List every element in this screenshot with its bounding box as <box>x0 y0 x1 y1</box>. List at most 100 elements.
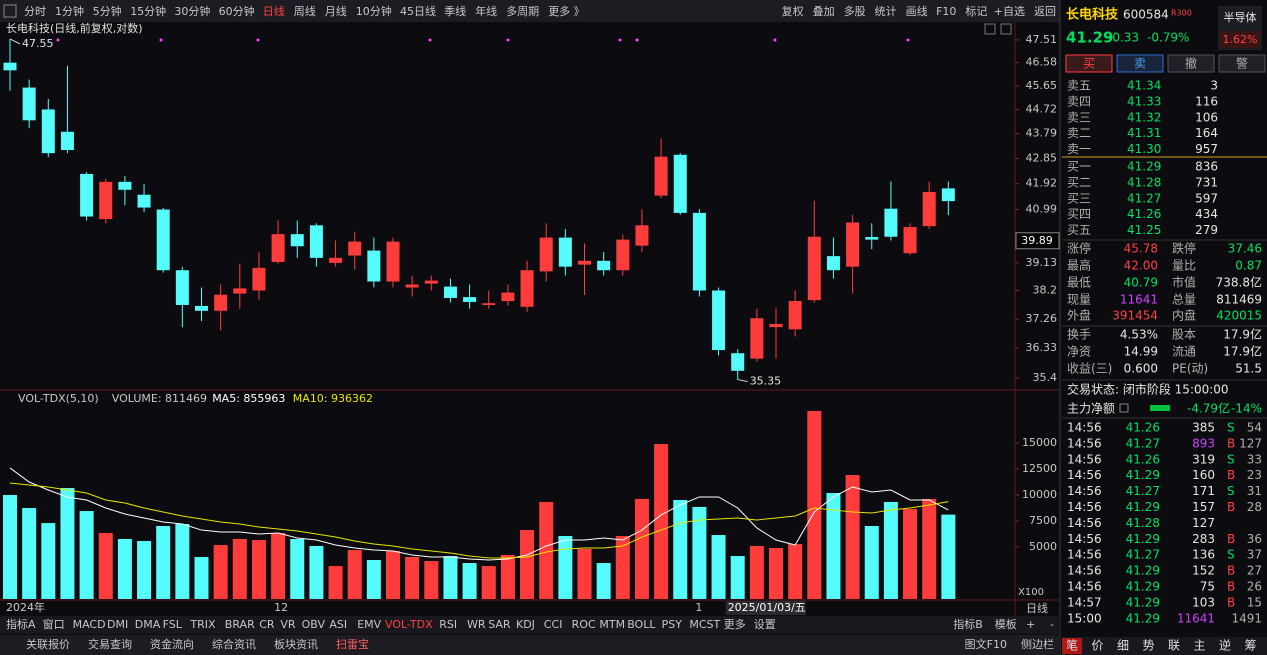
panel-icon[interactable] <box>984 23 996 35</box>
side-tab[interactable]: 势 <box>1142 639 1154 653</box>
status-item[interactable]: 资金流向 <box>150 637 194 651</box>
indicator-tab[interactable]: MTM <box>599 618 625 631</box>
order-button-label[interactable]: 买 <box>1083 57 1095 71</box>
indicator-tab[interactable]: ROC <box>572 618 596 631</box>
toolbar-item[interactable]: 返回 <box>1034 5 1056 18</box>
toolbar-item[interactable]: 季线 <box>444 4 466 18</box>
tick-volume: 127 <box>1192 516 1215 530</box>
ma-line <box>9 482 949 559</box>
indicator-tab[interactable]: BOLL <box>627 618 656 631</box>
side-tab[interactable]: 细 <box>1117 639 1129 653</box>
menu-icon[interactable] <box>3 4 17 18</box>
status-item[interactable]: 扫雷宝 <box>336 637 369 651</box>
volume-bar <box>807 410 822 599</box>
indicator-tab[interactable]: FSL <box>163 618 183 631</box>
indicator-tab[interactable]: 指标B <box>953 617 983 631</box>
indicator-tab[interactable]: VOL-TDX <box>385 618 433 631</box>
status-item[interactable]: 图文F10 <box>965 637 1007 651</box>
toolbar-item[interactable]: 日线 <box>263 4 285 18</box>
toolbar-item[interactable]: F10 <box>936 5 956 18</box>
order-button[interactable] <box>1167 54 1215 73</box>
toolbar-item[interactable]: 多周期 <box>506 4 539 18</box>
toolbar-item[interactable]: 5分钟 <box>93 4 122 18</box>
toolbar-item[interactable]: 10分钟 <box>356 4 392 18</box>
toolbar-item[interactable]: 30分钟 <box>174 4 210 18</box>
candle-body <box>405 284 419 288</box>
tick-volume: 152 <box>1192 564 1215 578</box>
indicator-tab[interactable]: ASI <box>329 618 347 631</box>
info-icon[interactable] <box>1119 403 1129 413</box>
order-button-label[interactable]: 警 <box>1236 56 1248 71</box>
toolbar-item[interactable]: 画线 <box>906 4 928 18</box>
toolbar-item[interactable]: 1分钟 <box>55 4 84 18</box>
stat-label: 量比 <box>1172 259 1196 273</box>
side-tab[interactable]: 价 <box>1091 639 1103 653</box>
indicator-tab[interactable]: RSI <box>439 618 457 631</box>
status-item[interactable]: 综合资讯 <box>212 637 256 651</box>
toolbar-item[interactable]: 周线 <box>294 4 316 18</box>
sector-name[interactable]: 半导体 <box>1224 10 1257 24</box>
toolbar-item[interactable]: 15分钟 <box>130 4 166 18</box>
indicator-tab[interactable]: CCI <box>544 618 563 631</box>
order-button[interactable] <box>1116 54 1164 73</box>
tick-side: B <box>1227 532 1235 546</box>
toolbar-item[interactable]: 复权 <box>782 4 804 18</box>
toolbar-item[interactable]: 年线 <box>475 4 497 18</box>
toolbar-item[interactable]: +自选 <box>994 5 1025 18</box>
indicator-tab[interactable]: SAR <box>488 618 511 631</box>
toolbar-item[interactable]: 分时 <box>24 5 46 18</box>
status-item[interactable]: 侧边栏 <box>1021 637 1054 651</box>
candle-body <box>826 256 840 271</box>
toolbar-item[interactable]: 叠加 <box>813 5 835 18</box>
y-tick-label: 12500 <box>1022 462 1057 475</box>
indicator-tab[interactable]: TRIX <box>189 618 216 631</box>
toolbar-item[interactable]: 标记 <box>965 4 987 18</box>
indicator-tab[interactable]: EMV <box>357 618 381 631</box>
status-item[interactable]: 交易查询 <box>88 637 132 651</box>
indicator-tab[interactable]: 窗口 <box>43 617 65 631</box>
side-tab[interactable]: 主 <box>1193 639 1205 653</box>
panel-icon[interactable] <box>1000 23 1012 35</box>
toolbar-item[interactable]: 月线 <box>325 4 347 18</box>
indicator-tab[interactable]: MCST <box>689 618 720 631</box>
volume-bar <box>328 566 343 599</box>
candle-body <box>558 237 572 267</box>
status-item[interactable]: 板块资讯 <box>274 637 318 651</box>
indicator-tab[interactable]: DMA <box>135 618 161 631</box>
book-price: 41.32 <box>1127 110 1161 124</box>
toolbar-item[interactable]: 60分钟 <box>219 4 255 18</box>
indicator-tab[interactable]: 设置 <box>754 618 776 631</box>
indicator-tab[interactable]: WR <box>467 618 486 631</box>
side-tab[interactable]: 笔 <box>1066 638 1078 653</box>
order-button[interactable] <box>1218 54 1266 73</box>
indicator-tab[interactable]: 更多 <box>724 617 746 631</box>
indicator-tab[interactable]: KDJ <box>516 618 535 631</box>
order-button-label[interactable]: 卖 <box>1134 57 1146 71</box>
candle-body <box>60 131 74 150</box>
indicator-tab[interactable]: MACD <box>73 618 106 631</box>
indicator-tab[interactable]: OBV <box>302 618 326 631</box>
side-tab[interactable]: 联 <box>1168 639 1180 653</box>
toolbar-item[interactable]: 多股 <box>844 4 866 18</box>
side-tab[interactable]: 筹 <box>1244 639 1256 653</box>
indicator-tab[interactable]: PSY <box>662 618 683 631</box>
toolbar-item[interactable]: 更多 》 <box>548 4 585 18</box>
order-button[interactable] <box>1065 54 1113 73</box>
stat-label: 总量 <box>1172 293 1196 307</box>
indicator-tab[interactable]: DMI <box>107 618 128 631</box>
volume-bar <box>347 550 362 599</box>
indicator-tab[interactable]: + <box>1026 618 1035 631</box>
status-item[interactable]: 关联报价 <box>26 637 70 651</box>
indicator-tab[interactable]: 模板 <box>995 617 1017 631</box>
indicator-tab[interactable]: - <box>1050 618 1054 631</box>
indicator-tab[interactable]: CR <box>259 618 275 631</box>
indicator-tab[interactable]: BRAR <box>225 618 255 631</box>
toolbar-bg <box>0 0 1060 22</box>
toolbar-item[interactable]: 统计 <box>875 5 897 18</box>
indicator-tab[interactable]: 指标A <box>6 617 36 631</box>
order-button-label[interactable]: 撤 <box>1185 56 1197 71</box>
side-tab[interactable]: 逆 <box>1219 638 1231 653</box>
stock-tag: R300 <box>1171 9 1192 18</box>
toolbar-item[interactable]: 45日线 <box>400 4 436 18</box>
indicator-tab[interactable]: VR <box>280 618 296 631</box>
